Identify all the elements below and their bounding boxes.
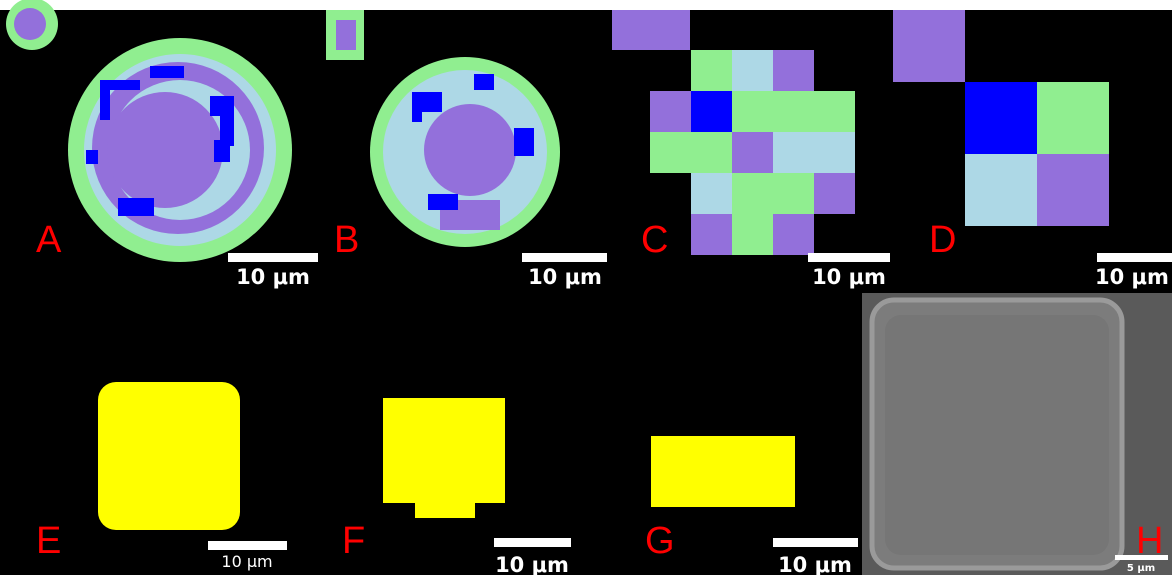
- pixel: [732, 173, 814, 214]
- scale-bar-label: 10 μm: [1095, 265, 1169, 289]
- pixel: [650, 132, 732, 173]
- panel-h-image: [862, 293, 1172, 575]
- panel-label: E: [36, 520, 61, 562]
- scale-bar-label: 5 μm: [1127, 563, 1155, 574]
- pixel: [773, 50, 814, 91]
- pixel: [691, 91, 732, 132]
- pixel: [732, 214, 773, 255]
- panel-label: C: [641, 219, 668, 261]
- scale-bar-label: 10 μm: [812, 265, 886, 289]
- pixel: [773, 132, 855, 173]
- pixel: [1037, 82, 1109, 154]
- particle-core: [107, 92, 223, 208]
- particle-core: [424, 104, 516, 196]
- scale-bar: [773, 538, 858, 547]
- panel-label: D: [929, 219, 956, 261]
- pixel: [732, 132, 773, 173]
- panel-label: B: [334, 219, 359, 261]
- scale-bar: [1097, 253, 1172, 262]
- panel-e-image: [98, 382, 240, 530]
- scale-bar: [494, 538, 571, 547]
- scale-bar: [522, 253, 607, 262]
- pixel: [814, 173, 855, 214]
- scale-bar: [208, 541, 287, 550]
- scale-bar: [228, 253, 318, 262]
- panel-label: G: [645, 520, 675, 562]
- scale-bar-label: 10 μm: [528, 265, 602, 289]
- pixel: [691, 50, 732, 91]
- sem-particle-face: [885, 315, 1109, 555]
- pixel: [893, 10, 965, 82]
- pixel: [965, 82, 1037, 154]
- scale-bar-label: 10 μm: [778, 553, 852, 575]
- pixel: [732, 91, 855, 132]
- pixel: [965, 154, 1037, 226]
- panel-label: F: [342, 520, 365, 562]
- particle-core: [14, 8, 46, 40]
- pixel: [650, 91, 691, 132]
- pixel: [691, 173, 732, 214]
- pixel: [1037, 154, 1109, 226]
- pixel: [612, 10, 690, 50]
- scale-bar: [808, 253, 890, 262]
- scale-bar-label: 10 μm: [495, 553, 569, 575]
- particle-core: [336, 20, 356, 50]
- scale-bar-label: 10 μm: [221, 552, 272, 571]
- pixel: [773, 214, 814, 255]
- panel-label: A: [36, 219, 62, 261]
- panel-g-image: [651, 436, 795, 507]
- pixel: [691, 214, 732, 255]
- panel-label: H: [1136, 520, 1163, 562]
- figure: 10 μm 10 μm 10 μm 10 μm 10 μm 10 μm 10 μ…: [0, 0, 1172, 575]
- pixel: [732, 50, 773, 91]
- scale-bar-label: 10 μm: [236, 265, 310, 289]
- panel-f-image: [383, 398, 505, 518]
